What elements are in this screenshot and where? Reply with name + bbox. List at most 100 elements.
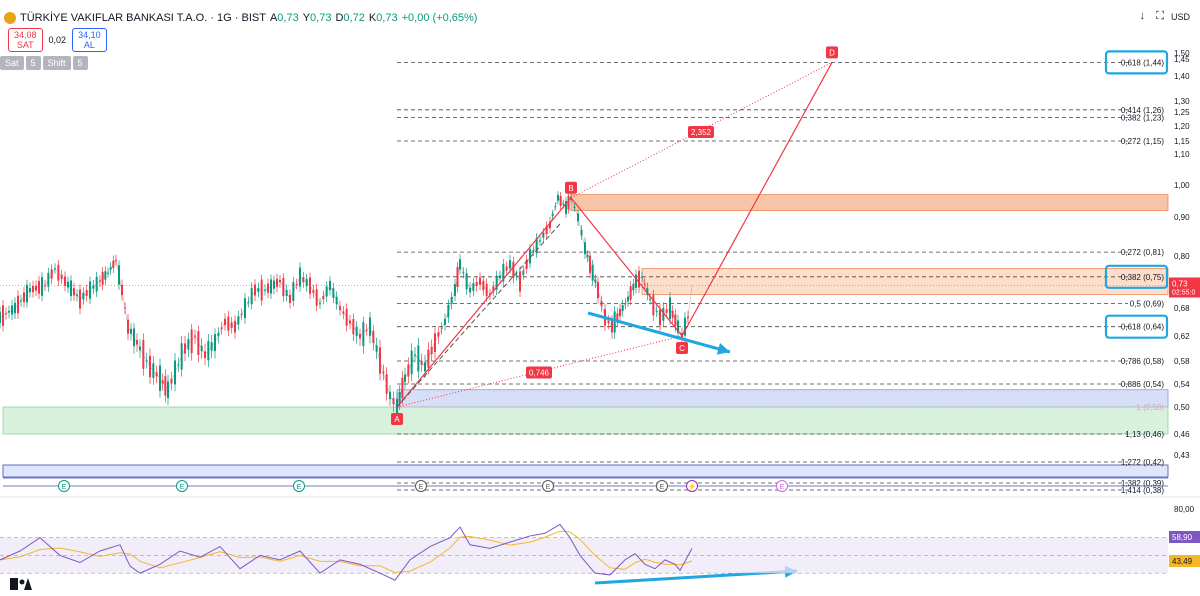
fib-level-label-0: 0,618 (1,44) [1121, 58, 1164, 67]
price-candle [200, 345, 203, 352]
price-candle [677, 320, 679, 333]
price-axis-tick-6: 1,15 [1174, 137, 1190, 146]
event-label-1: E [180, 484, 185, 491]
pattern-leg-cd [681, 62, 833, 337]
price-candle [26, 284, 28, 303]
event-marker-7 [776, 480, 788, 492]
fib-level-label-11: 1,13 (0,46) [1125, 430, 1164, 439]
fib-level-label-1: 0,414 (1,26) [1121, 106, 1164, 115]
pattern-point-label-A: A [394, 415, 400, 424]
price-divergence-arrow [587, 311, 731, 354]
chip-5a[interactable]: 5 [25, 56, 41, 70]
fib-level-label-3: 0,272 (1,15) [1121, 137, 1164, 146]
price-candle [240, 313, 243, 315]
price-candle [392, 398, 395, 405]
price-candle [659, 309, 661, 326]
price-candle [142, 340, 145, 369]
price-candle [115, 259, 117, 261]
price-candle [444, 319, 446, 325]
price-axis-tick-1: 1,45 [1174, 55, 1190, 64]
price-candle [681, 333, 683, 340]
price-candle [352, 319, 355, 335]
buy-button[interactable]: 34,10 AL [72, 28, 107, 52]
event-marker-2 [293, 480, 305, 492]
chip-sat[interactable]: Sat [0, 56, 24, 70]
price-axis-tick-3: 1,30 [1174, 97, 1190, 106]
price-candle [485, 283, 488, 297]
price-candle [95, 276, 98, 292]
price-candle [177, 364, 180, 366]
event-marker-3 [415, 480, 427, 492]
price-candle [60, 274, 63, 279]
price-candle [684, 317, 686, 336]
price-candle [85, 290, 88, 296]
support-zone-deep [2, 464, 1169, 478]
price-candle [424, 362, 426, 372]
chart-header: TÜRKİYE VAKIFLAR BANKASI T.A.O. · 1G · B… [4, 10, 477, 26]
resistance-zone-upper [570, 194, 1169, 212]
price-candle [613, 311, 616, 333]
price-candle [522, 270, 525, 275]
price-candle [180, 343, 183, 370]
price-candle [382, 371, 385, 374]
chip-shift[interactable]: Shift [42, 56, 71, 70]
price-candle [8, 310, 10, 313]
price-candle [319, 303, 321, 305]
event-label-0: E [62, 484, 67, 491]
sell-button[interactable]: 34,08 SAT [8, 28, 43, 52]
price-candle [549, 221, 551, 229]
price-candle [512, 261, 515, 279]
symbol-title[interactable]: TÜRKİYE VAKIFLAR BANKASI T.A.O. · 1G · B… [20, 12, 266, 24]
pattern-point-B [565, 181, 577, 194]
price-candle [589, 255, 591, 274]
chip-5b[interactable]: 5 [72, 56, 88, 70]
price-candle [339, 306, 341, 310]
price-candle [573, 206, 576, 208]
price-candle [567, 195, 570, 210]
rsi-value: 58,90 [1172, 533, 1193, 542]
price-candle [499, 275, 501, 279]
price-axis-tick-2: 1,40 [1174, 72, 1190, 81]
price-candle [155, 372, 158, 377]
price-candle [161, 380, 164, 384]
price-candle [73, 288, 75, 296]
price-candle [665, 309, 668, 313]
price-candle [109, 267, 112, 270]
support-zone-green [2, 406, 1169, 435]
pattern-point-label-D: D [829, 48, 835, 57]
price-candle [542, 232, 545, 238]
price-candle [101, 271, 104, 285]
price-candle [285, 290, 288, 296]
trade-panel: 34,08 SAT 0,02 34,10 AL [8, 28, 107, 52]
price-candle [600, 301, 603, 306]
price-candle [559, 195, 562, 207]
price-candle [632, 283, 635, 291]
price-candle [194, 335, 196, 337]
price-candle [597, 281, 599, 299]
price-candle [355, 326, 358, 337]
pattern-point-C [676, 342, 688, 354]
price-candle [619, 309, 621, 317]
price-candle [551, 213, 554, 217]
price-candle [621, 305, 624, 312]
price-candle [562, 203, 565, 205]
price-candle [224, 318, 226, 326]
price-candle [54, 268, 56, 270]
rsi-ma-value: 43,49 [1172, 557, 1193, 566]
price-candle [250, 287, 253, 305]
price-candle [99, 280, 101, 282]
fullscreen-icon[interactable]: ⛶ [1156, 10, 1164, 22]
download-icon[interactable]: ↓ [1139, 10, 1146, 22]
currency-label[interactable]: USD [1170, 12, 1190, 22]
spread-value: 0,02 [48, 35, 67, 45]
price-candle [167, 381, 169, 399]
price-candle [525, 259, 528, 269]
price-candle [237, 316, 240, 325]
price-axis-tick-17: 0,46 [1174, 430, 1190, 439]
price-divergence-arrow-head [716, 343, 730, 355]
price-candle [292, 282, 295, 301]
price-candle [247, 301, 250, 303]
price-candle [38, 280, 40, 294]
price-candle [170, 378, 173, 384]
